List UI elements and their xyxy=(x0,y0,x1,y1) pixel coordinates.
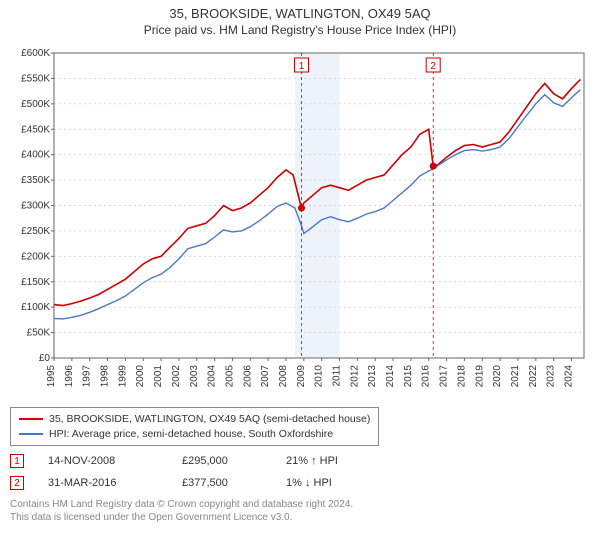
svg-text:2023: 2023 xyxy=(546,365,557,388)
svg-text:1999: 1999 xyxy=(117,365,128,388)
svg-text:2004: 2004 xyxy=(207,365,218,388)
svg-text:1998: 1998 xyxy=(100,365,111,388)
svg-text:2000: 2000 xyxy=(135,365,146,388)
svg-text:2021: 2021 xyxy=(510,365,521,388)
legend-item: 35, BROOKSIDE, WATLINGTON, OX49 5AQ (sem… xyxy=(19,412,370,427)
legend-label: HPI: Average price, semi-detached house,… xyxy=(49,427,333,442)
sale-marker-icon: 2 xyxy=(10,476,24,490)
svg-text:2005: 2005 xyxy=(224,365,235,388)
disclaimer-line: This data is licensed under the Open Gov… xyxy=(10,511,590,524)
sale-delta: 1% ↓ HPI xyxy=(286,477,332,489)
legend-swatch xyxy=(19,418,43,420)
line-chart-svg: £0 £50K £100K £150K £200K £250K £300K £350K £400… xyxy=(10,43,590,398)
svg-text:1: 1 xyxy=(299,61,305,72)
svg-text:£0: £0 xyxy=(39,353,51,364)
legend-item: HPI: Average price, semi-detached house,… xyxy=(19,427,370,442)
svg-text:£550K: £550K xyxy=(21,73,50,84)
svg-text:2015: 2015 xyxy=(403,365,414,388)
sale-marker-icon: 1 xyxy=(10,454,24,468)
svg-text:£350K: £350K xyxy=(21,175,50,186)
legend-label: 35, BROOKSIDE, WATLINGTON, OX49 5AQ (sem… xyxy=(49,412,370,427)
svg-text:2009: 2009 xyxy=(296,365,307,388)
svg-text:2016: 2016 xyxy=(421,365,432,388)
svg-text:1996: 1996 xyxy=(64,365,75,388)
legend-box: 35, BROOKSIDE, WATLINGTON, OX49 5AQ (sem… xyxy=(10,407,379,446)
sale-date: 14-NOV-2008 xyxy=(48,455,158,467)
svg-text:2: 2 xyxy=(430,61,436,72)
svg-text:2018: 2018 xyxy=(456,365,467,388)
svg-text:1997: 1997 xyxy=(82,365,93,388)
svg-text:£500K: £500K xyxy=(21,99,50,110)
legend-swatch xyxy=(19,433,43,435)
sale-price: £295,000 xyxy=(182,455,262,467)
svg-text:2012: 2012 xyxy=(349,365,360,388)
svg-text:£600K: £600K xyxy=(21,48,50,59)
svg-text:2006: 2006 xyxy=(242,365,253,388)
svg-text:£300K: £300K xyxy=(21,201,50,212)
svg-text:2017: 2017 xyxy=(439,365,450,388)
sale-delta: 21% ↑ HPI xyxy=(286,455,338,467)
svg-text:2008: 2008 xyxy=(278,365,289,388)
disclaimer: Contains HM Land Registry data © Crown c… xyxy=(10,498,590,524)
svg-text:2019: 2019 xyxy=(474,365,485,388)
svg-text:1995: 1995 xyxy=(46,365,57,388)
svg-text:2010: 2010 xyxy=(314,365,325,388)
sale-row: 1 14-NOV-2008 £295,000 21% ↑ HPI xyxy=(10,454,590,468)
svg-text:2022: 2022 xyxy=(528,365,539,388)
svg-text:£400K: £400K xyxy=(21,150,50,161)
svg-text:2007: 2007 xyxy=(260,365,271,388)
svg-text:£100K: £100K xyxy=(21,302,50,313)
disclaimer-line: Contains HM Land Registry data © Crown c… xyxy=(10,498,590,511)
svg-text:£150K: £150K xyxy=(21,277,50,288)
svg-text:£50K: £50K xyxy=(27,328,51,339)
svg-text:£200K: £200K xyxy=(21,251,50,262)
chart-footer: 35, BROOKSIDE, WATLINGTON, OX49 5AQ (sem… xyxy=(10,407,590,524)
svg-text:2001: 2001 xyxy=(153,365,164,388)
svg-text:2003: 2003 xyxy=(189,365,200,388)
svg-text:2013: 2013 xyxy=(367,365,378,388)
sale-date: 31-MAR-2016 xyxy=(48,477,158,489)
sale-price: £377,500 xyxy=(182,477,262,489)
svg-text:2002: 2002 xyxy=(171,365,182,388)
chart-container: 35, BROOKSIDE, WATLINGTON, OX49 5AQ Pric… xyxy=(0,0,600,560)
chart-title: 35, BROOKSIDE, WATLINGTON, OX49 5AQ xyxy=(10,6,590,21)
sale-row: 2 31-MAR-2016 £377,500 1% ↓ HPI xyxy=(10,476,590,490)
svg-text:2014: 2014 xyxy=(385,365,396,388)
chart-subtitle: Price paid vs. HM Land Registry's House … xyxy=(10,23,590,37)
svg-text:£250K: £250K xyxy=(21,226,50,237)
svg-text:2020: 2020 xyxy=(492,365,503,388)
svg-text:2011: 2011 xyxy=(332,365,343,387)
svg-text:2024: 2024 xyxy=(564,365,575,388)
chart-plot-area: £0 £50K £100K £150K £200K £250K £300K £350K £400… xyxy=(10,43,590,401)
svg-text:£450K: £450K xyxy=(21,124,50,135)
